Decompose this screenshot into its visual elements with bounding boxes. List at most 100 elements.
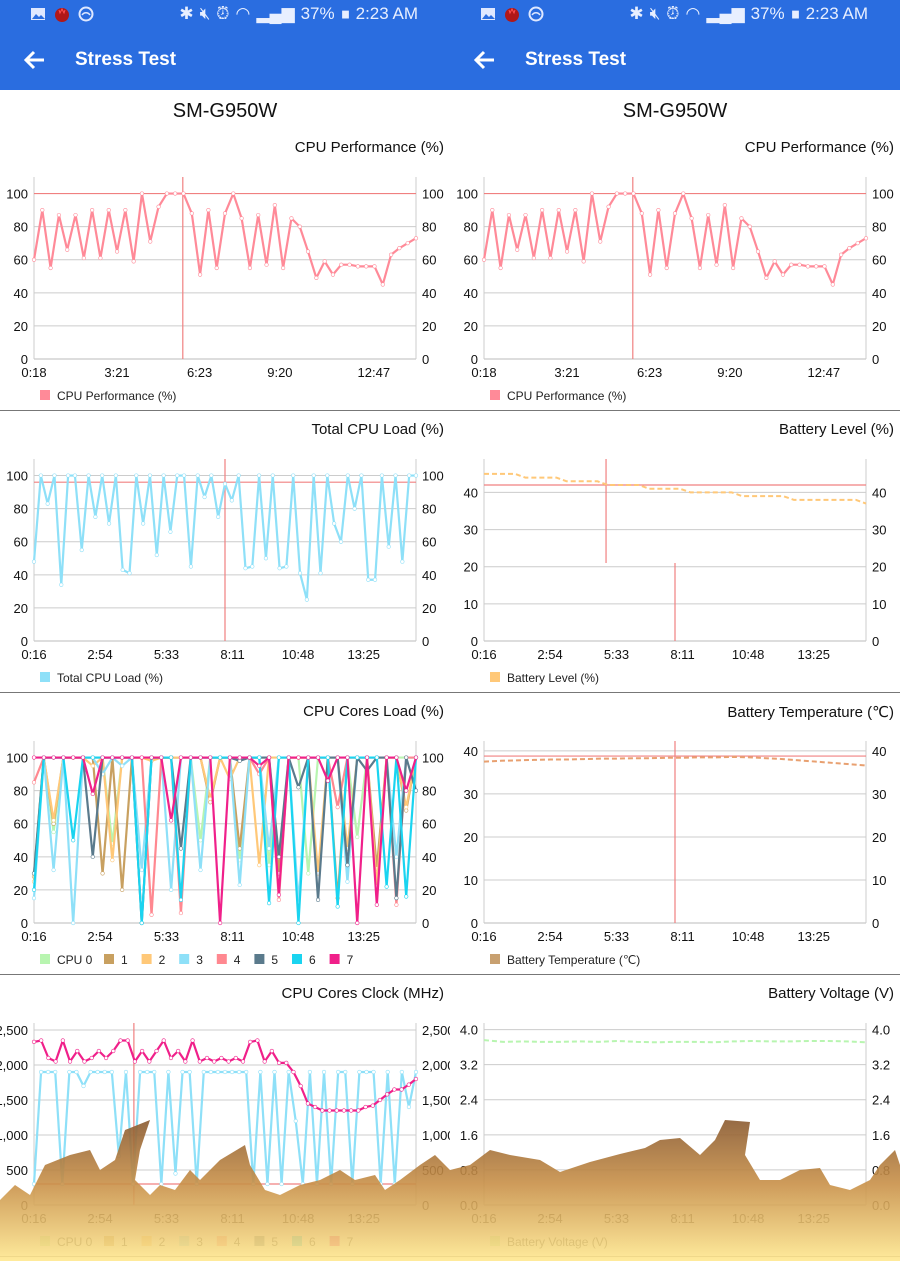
data-point	[45, 501, 50, 506]
arrow-left-icon[interactable]	[472, 47, 498, 73]
y-tick-label-right: 4.0	[872, 1023, 890, 1038]
data-point	[109, 1069, 114, 1075]
chart-title: CPU Cores Load (%)	[303, 703, 444, 720]
data-point	[327, 1108, 332, 1113]
data-point	[296, 755, 301, 760]
data-point	[631, 191, 636, 196]
data-point	[152, 1069, 157, 1075]
data-point	[187, 1069, 192, 1075]
data-point	[739, 216, 744, 221]
data-point	[72, 473, 78, 478]
data-point	[262, 1059, 267, 1064]
data-point	[413, 473, 419, 478]
y-tick-label-right: 100	[422, 751, 444, 766]
data-point	[293, 1118, 298, 1124]
x-tick-label: 3:21	[554, 365, 579, 380]
data-point	[226, 1059, 231, 1064]
data-point	[222, 481, 228, 486]
x-tick-label: 9:20	[717, 365, 742, 380]
x-tick-label: 10:48	[732, 1211, 765, 1226]
y-tick-label-right: 0.0	[872, 1198, 890, 1213]
data-point	[181, 191, 186, 196]
data-point	[96, 1048, 101, 1054]
data-point	[79, 547, 84, 553]
data-point	[208, 1069, 213, 1075]
data-point	[330, 272, 336, 277]
y-tick-label-right: 1,500	[422, 1093, 450, 1108]
data-point	[322, 259, 327, 264]
data-point	[289, 216, 294, 221]
data-point	[270, 473, 275, 478]
y-tick-label-right: 30	[872, 523, 886, 538]
data-point	[236, 473, 241, 478]
arrow-left-icon[interactable]	[22, 47, 48, 73]
data-point	[176, 1048, 181, 1054]
y-tick-label-right: 20	[422, 883, 436, 898]
data-point	[240, 1059, 246, 1064]
y-tick-label-right: 0	[422, 352, 429, 367]
data-point	[392, 1087, 397, 1092]
x-tick-label: 8:11	[670, 647, 694, 662]
x-tick-label: 0:16	[471, 929, 496, 944]
x-tick-label: 2:54	[87, 1211, 112, 1226]
data-point	[266, 862, 272, 868]
chart-title: CPU Performance (%)	[744, 139, 894, 156]
y-tick-label-left: 100	[6, 751, 28, 766]
y-tick-label-right: 40	[872, 485, 886, 500]
data-point	[93, 514, 98, 520]
y-tick-label-right: 80	[422, 220, 436, 235]
data-point	[218, 920, 223, 926]
data-point	[305, 249, 311, 254]
y-tick-label-right: 60	[872, 253, 886, 268]
y-tick-label-right: 0	[872, 352, 879, 367]
data-point	[218, 755, 223, 760]
legend-swatch	[329, 954, 340, 964]
data-point	[385, 1069, 390, 1075]
data-point	[110, 755, 115, 760]
data-point	[257, 473, 262, 478]
data-point	[161, 473, 166, 478]
x-tick-label: 6:23	[187, 365, 212, 380]
data-point	[623, 191, 628, 196]
data-point	[106, 521, 112, 526]
data-point	[606, 204, 611, 209]
x-tick-label: 2:54	[537, 929, 562, 944]
data-point	[347, 262, 352, 267]
series-line	[483, 1039, 867, 1044]
data-point	[284, 1060, 289, 1065]
y-tick-label-left: 40	[14, 286, 28, 301]
data-point	[722, 203, 727, 208]
y-tick-label-left: 20	[14, 601, 28, 616]
y-tick-label-left: 60	[14, 253, 28, 268]
app-red-icon	[505, 7, 519, 22]
y-tick-label-right: 40	[872, 286, 886, 301]
data-point	[95, 1069, 100, 1075]
data-point	[190, 1038, 195, 1043]
data-point	[56, 212, 62, 218]
data-point	[250, 564, 255, 569]
data-point	[406, 1104, 412, 1110]
data-point	[120, 887, 125, 893]
data-point	[359, 473, 364, 478]
data-point	[111, 1048, 116, 1054]
series-line	[34, 756, 418, 925]
data-point	[266, 755, 272, 760]
data-point	[406, 1082, 411, 1087]
data-point	[222, 1069, 228, 1075]
data-point	[352, 506, 357, 511]
data-point	[247, 265, 253, 271]
data-point	[399, 1087, 404, 1092]
data-point	[100, 755, 105, 760]
data-point	[394, 896, 399, 901]
y-tick-label-left: 30	[464, 523, 478, 538]
data-point	[350, 1181, 355, 1187]
y-tick-label-left: 10	[464, 597, 478, 612]
x-tick-label: 12:47	[808, 365, 841, 380]
data-point	[90, 791, 95, 797]
data-point	[166, 1069, 171, 1075]
data-point	[38, 1069, 44, 1075]
clock-time: 2:23 AM	[355, 4, 418, 23]
data-point	[377, 1097, 383, 1103]
data-point	[515, 247, 520, 252]
battery-icon	[341, 10, 349, 19]
